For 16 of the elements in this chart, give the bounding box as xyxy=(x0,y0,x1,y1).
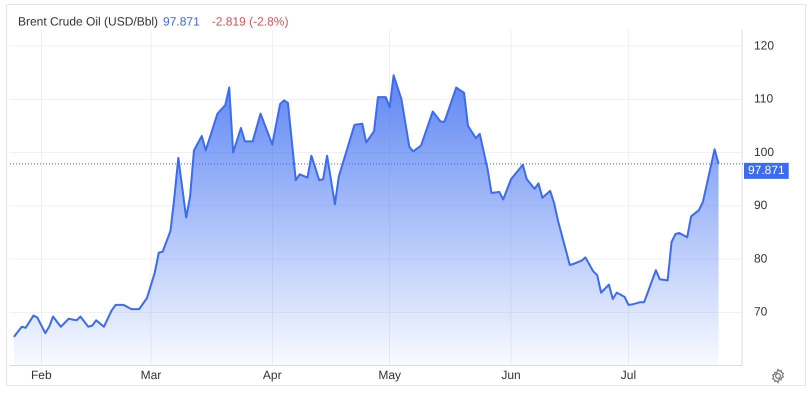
ref-line-label: 97.871 xyxy=(748,163,786,178)
y-tick-label: 70 xyxy=(754,304,768,319)
y-tick-label: 110 xyxy=(754,92,774,106)
y-tick-label: 90 xyxy=(754,198,768,212)
y-tick-label: 100 xyxy=(754,144,774,159)
x-tick-label: Jun xyxy=(501,368,521,382)
x-tick-label: May xyxy=(378,368,402,382)
y-tick-label: 80 xyxy=(754,251,768,266)
y-tick-label: 120 xyxy=(754,38,774,52)
text: 97.871 xyxy=(163,14,200,28)
x-tick-label: Feb xyxy=(30,368,52,382)
x-tick-label: Mar xyxy=(140,368,162,382)
x-tick-label: Jul xyxy=(620,368,636,382)
text: -2.819 (-2.8%) xyxy=(212,14,288,28)
x-tick-label: Apr xyxy=(262,368,282,382)
chart-title: Brent Crude Oil (USD/Bbl) xyxy=(18,14,158,28)
